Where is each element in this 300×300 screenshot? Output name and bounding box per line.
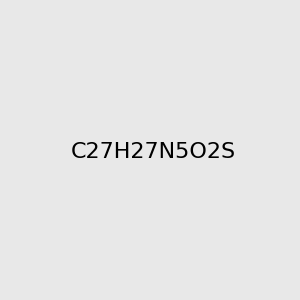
Text: C27H27N5O2S: C27H27N5O2S [71, 142, 236, 161]
